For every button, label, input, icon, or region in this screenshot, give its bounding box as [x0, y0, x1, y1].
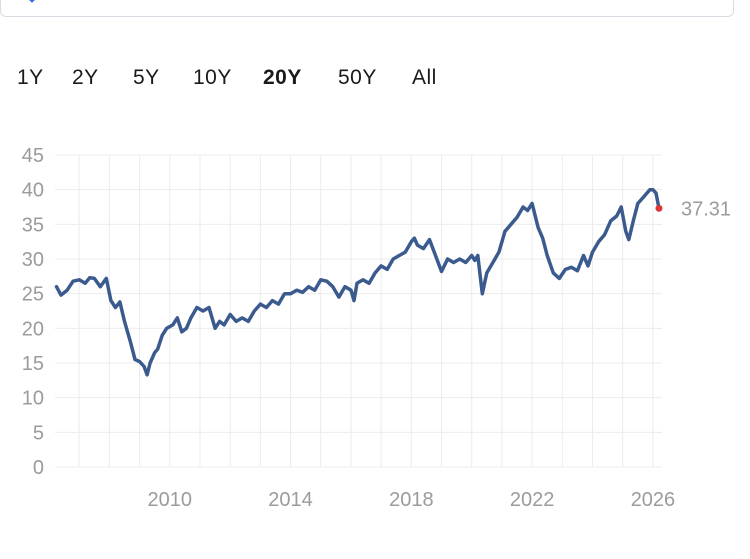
y-tick-label: 25 — [22, 284, 44, 306]
x-tick-label: 2014 — [268, 489, 313, 511]
x-tick-label: 2018 — [389, 489, 434, 511]
y-tick-label: 10 — [22, 388, 44, 410]
range-selector: 1Y 2Y 5Y 10Y 20Y 50Y All — [0, 66, 750, 96]
range-tab-10y[interactable]: 10Y — [193, 66, 232, 89]
range-tab-50y[interactable]: 50Y — [338, 66, 377, 89]
series-line — [54, 187, 661, 377]
range-tab-20y[interactable]: 20Y — [263, 66, 302, 89]
y-tick-label: 15 — [22, 353, 44, 375]
x-tick-label: 2010 — [148, 489, 193, 511]
last-value-label: 37.31 — [681, 198, 731, 220]
y-tick-label: 20 — [22, 318, 44, 340]
range-tab-5y[interactable]: 5Y — [133, 66, 160, 89]
x-tick-label: 2026 — [631, 489, 676, 511]
y-tick-label: 5 — [33, 422, 44, 444]
y-tick-label: 40 — [22, 180, 44, 202]
search-box[interactable] — [0, 0, 734, 17]
y-tick-label: 30 — [22, 249, 44, 271]
y-tick-label: 45 — [22, 145, 44, 167]
y-tick-label: 0 — [33, 457, 44, 479]
range-tab-1y[interactable]: 1Y — [17, 66, 44, 89]
x-tick-label: 2022 — [510, 489, 555, 511]
range-tab-2y[interactable]: 2Y — [72, 66, 99, 89]
y-tick-label: 35 — [22, 214, 44, 236]
range-tab-all[interactable]: All — [412, 66, 437, 89]
last-value-point — [655, 204, 663, 212]
